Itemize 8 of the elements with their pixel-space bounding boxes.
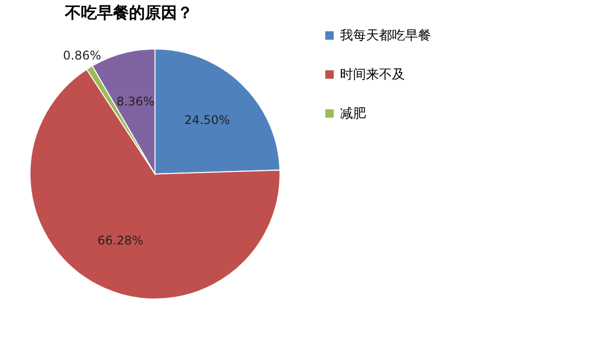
- data-label: 0.86%: [63, 48, 102, 63]
- legend-label: 时间来不及: [340, 68, 405, 82]
- data-label: 8.36%: [116, 94, 155, 109]
- data-label: 24.50%: [184, 113, 230, 128]
- legend-label: 我每天都吃早餐: [340, 28, 431, 44]
- legend-label: 减肥: [340, 106, 366, 122]
- chart-title: 不吃早餐的原因？: [64, 3, 193, 22]
- data-label: 66.28%: [97, 234, 144, 248]
